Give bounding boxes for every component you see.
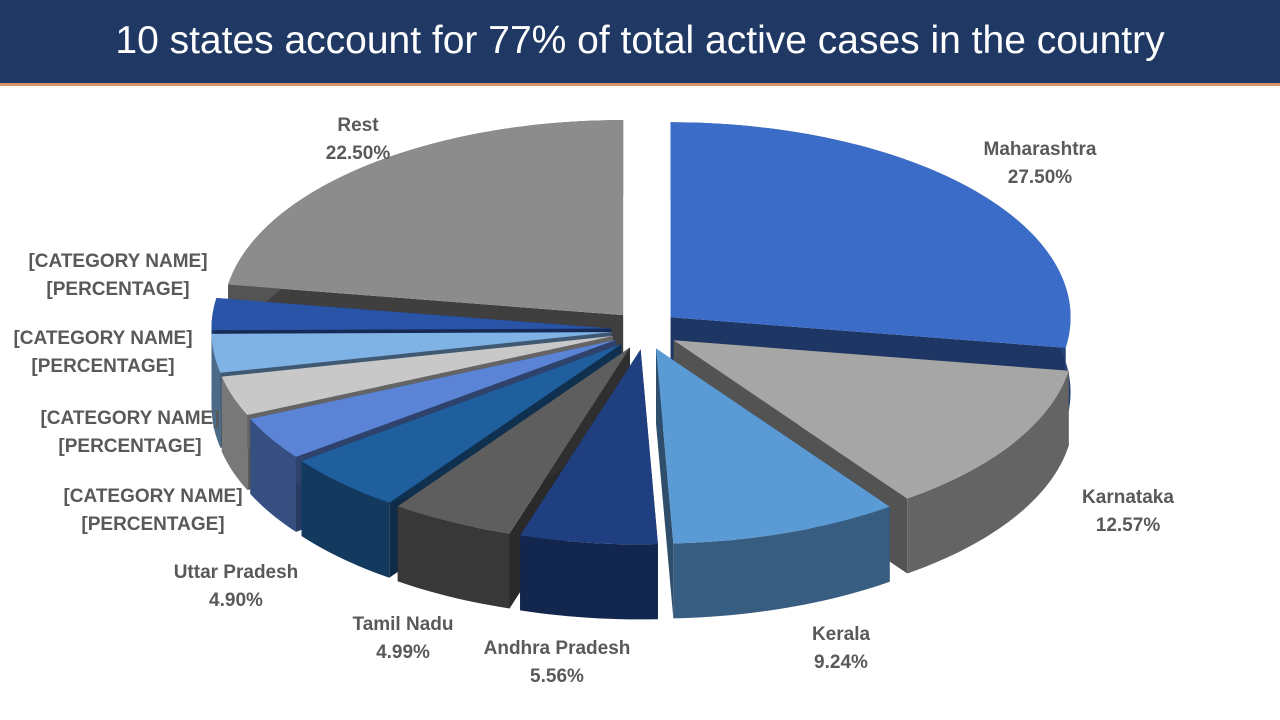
label-kerala: Kerala 9.24%	[812, 621, 870, 677]
title-bar: 10 states account for 77% of total activ…	[0, 0, 1280, 86]
label-value: [PERCENTAGE]	[31, 356, 175, 377]
label-name: [CATEGORY NAME]	[28, 251, 208, 272]
slice-outer-wall	[520, 535, 658, 620]
label-karnataka: Karnataka 12.57%	[1082, 484, 1174, 540]
label-value: 4.90%	[209, 590, 263, 611]
label-category-1: [CATEGORY NAME] [PERCENTAGE]	[63, 483, 242, 539]
slice-outer-wall	[673, 506, 890, 619]
label-value: [PERCENTAGE]	[46, 279, 190, 300]
label-value: [PERCENTAGE]	[58, 436, 202, 457]
label-name: Andhra Pradesh	[483, 638, 631, 659]
slice-top	[301, 344, 622, 503]
label-name: [CATEGORY NAME]	[40, 408, 220, 429]
label-name: [CATEGORY NAME]	[63, 486, 243, 507]
label-category-2: [CATEGORY NAME] [PERCENTAGE]	[40, 405, 219, 461]
label-value: 4.99%	[376, 642, 430, 663]
pie-slice-karnataka	[673, 340, 1069, 574]
label-andhra-pradesh: Andhra Pradesh 5.56%	[484, 635, 631, 691]
slice-top	[221, 336, 614, 416]
label-name: Uttar Pradesh	[173, 562, 299, 583]
slice-top	[228, 120, 624, 316]
label-category-4: [CATEGORY NAME] [PERCENTAGE]	[28, 248, 207, 304]
slice-top	[670, 122, 1071, 348]
chart-title: 10 states account for 77% of total activ…	[115, 19, 1165, 62]
slice-outer-wall	[907, 370, 1069, 574]
slice-top	[656, 348, 890, 544]
slice-outer-wall	[250, 418, 296, 532]
slice-outer-wall	[397, 506, 510, 609]
label-value: [PERCENTAGE]	[81, 514, 225, 535]
label-value: 9.24%	[814, 652, 868, 673]
slice-outer-wall	[211, 333, 221, 448]
slice-top	[397, 347, 631, 534]
label-rest: Rest 22.50%	[326, 112, 390, 168]
slice-top	[250, 339, 617, 457]
label-name: Karnataka	[1082, 487, 1174, 508]
label-value: 22.50%	[325, 143, 391, 164]
label-value: 27.50%	[1007, 167, 1073, 188]
label-maharashtra: Maharashtra 27.50%	[984, 136, 1097, 192]
slice-top	[673, 340, 1069, 499]
pie-slice-kerala	[656, 348, 890, 619]
slice-top	[211, 298, 612, 331]
label-name: [CATEGORY NAME]	[13, 328, 193, 349]
slice-side-face	[656, 348, 674, 619]
label-value: 5.56%	[530, 666, 584, 687]
label-uttar-pradesh: Uttar Pradesh 4.90%	[174, 559, 299, 615]
label-name: Kerala	[811, 624, 871, 645]
label-name: Maharashtra	[983, 139, 1097, 160]
label-name: Rest	[337, 115, 379, 136]
slice-outer-wall	[301, 461, 390, 578]
slice-top	[211, 332, 612, 373]
label-tamil-nadu: Tamil Nadu 4.99%	[353, 611, 454, 667]
label-value: 12.57%	[1095, 515, 1161, 536]
label-name: Tamil Nadu	[352, 614, 454, 635]
label-category-3: [CATEGORY NAME] [PERCENTAGE]	[13, 325, 192, 381]
slice-top	[520, 349, 658, 545]
slice-outer-wall	[221, 376, 248, 491]
pie-slice-andhra-pradesh	[520, 349, 658, 620]
